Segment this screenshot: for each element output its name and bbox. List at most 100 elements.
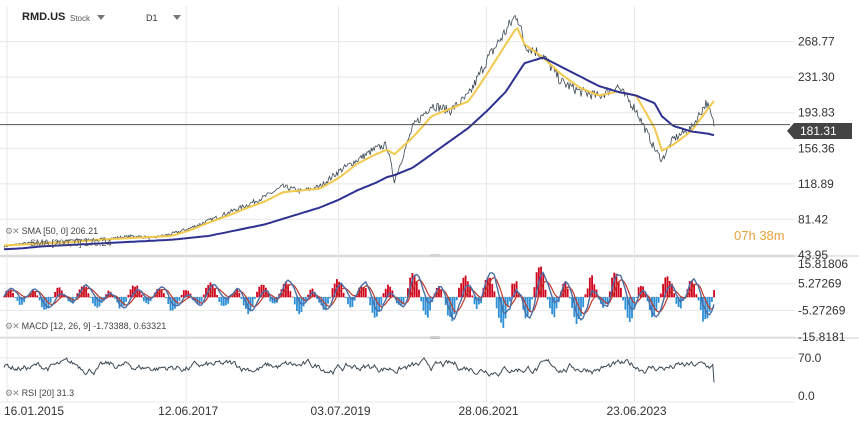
symbol-dropdown-icon[interactable] bbox=[97, 15, 105, 20]
macd-histogram-bar bbox=[473, 296, 476, 305]
macd-histogram-bar bbox=[329, 296, 332, 299]
macd-histogram-bar bbox=[651, 296, 653, 318]
macd-histogram-bar bbox=[69, 296, 72, 303]
macd-histogram-bar bbox=[20, 296, 23, 305]
macd-histogram-bar bbox=[156, 289, 159, 298]
macd-histogram-bar bbox=[544, 289, 547, 298]
macd-histogram-bar bbox=[617, 281, 620, 298]
macd-histogram-bar bbox=[14, 296, 17, 298]
y-tick-label: -15.8181 bbox=[798, 330, 846, 344]
macd-histogram-bar bbox=[158, 288, 161, 298]
y-tick-label: 0.0 bbox=[798, 389, 815, 403]
macd-histogram-bar bbox=[58, 287, 61, 298]
macd-histogram-bar bbox=[668, 280, 671, 298]
x-tick-label: 12.06.2017 bbox=[158, 404, 218, 418]
macd-histogram-bar bbox=[127, 294, 130, 298]
macd-histogram-bar bbox=[495, 296, 498, 309]
macd-histogram-bar bbox=[584, 294, 587, 298]
y-tick-label: 81.42 bbox=[798, 212, 828, 226]
macd-histogram-bar bbox=[697, 296, 700, 301]
macd-histogram-bar bbox=[213, 288, 216, 298]
macd-histogram-bar bbox=[165, 296, 167, 299]
macd-histogram-bar bbox=[209, 282, 212, 298]
sma-indicator-label[interactable]: ⚙✕ SMA [50, 0] 206.21 bbox=[5, 226, 98, 237]
macd-histogram-bar bbox=[344, 296, 347, 298]
x-tick-label: 03.07.2019 bbox=[311, 404, 371, 418]
settings-icon[interactable]: ⚙✕ bbox=[5, 321, 20, 331]
macd-indicator-label[interactable]: ⚙✕ MACD [12, 26, 9] -1.73388, 0.63321 bbox=[5, 321, 166, 332]
macd-histogram-bar bbox=[389, 286, 392, 298]
rsi-indicator-label[interactable]: ⚙✕ RSI [20] 31.3 bbox=[5, 388, 74, 399]
macd-histogram-bar bbox=[484, 279, 487, 298]
macd-histogram-bar bbox=[588, 277, 591, 298]
macd-histogram-bar bbox=[398, 296, 400, 305]
macd-histogram-bar bbox=[455, 296, 458, 301]
macd-histogram-bar bbox=[411, 272, 414, 298]
macd-histogram-bar bbox=[307, 294, 309, 298]
macd-histogram-bar bbox=[360, 286, 363, 298]
macd-histogram-bar bbox=[509, 296, 511, 302]
macd-histogram-bar bbox=[367, 296, 369, 298]
macd-histogram-bar bbox=[710, 296, 713, 302]
y-tick-label: 70.0 bbox=[798, 351, 822, 365]
macd-histogram-bar bbox=[462, 277, 465, 298]
macd-histogram-bar bbox=[304, 296, 307, 302]
x-tick-label: 16.01.2015 bbox=[4, 404, 64, 418]
macd-histogram-bar bbox=[351, 296, 354, 307]
y-tick-label: 268.77 bbox=[798, 35, 835, 49]
macd-histogram-bar bbox=[56, 287, 59, 298]
macd-histogram-bar bbox=[435, 288, 438, 298]
macd-histogram-bar bbox=[673, 293, 676, 298]
macd-histogram-bar bbox=[659, 293, 662, 298]
macd-histogram-bar bbox=[182, 290, 185, 298]
macd-histogram-bar bbox=[478, 296, 480, 305]
macd-histogram-bar bbox=[493, 291, 496, 298]
macd-histogram-bar bbox=[87, 293, 90, 298]
macd-histogram-bar bbox=[440, 289, 443, 298]
macd-histogram-bar bbox=[162, 293, 165, 298]
macd-histogram-bar bbox=[444, 296, 447, 306]
timeframe-dropdown-icon[interactable] bbox=[173, 15, 181, 20]
macd-histogram-bar bbox=[327, 296, 329, 304]
macd-histogram-bar bbox=[542, 273, 545, 298]
macd-histogram-bar bbox=[298, 296, 301, 315]
macd-histogram-bar bbox=[524, 296, 527, 319]
macd-histogram-bar bbox=[529, 296, 531, 312]
x-tick-label: 23.06.2023 bbox=[606, 404, 666, 418]
macd-histogram-bar bbox=[109, 291, 112, 298]
macd-histogram-bar bbox=[287, 284, 289, 298]
macd-histogram-bar bbox=[238, 292, 241, 298]
macd-histogram-bar bbox=[540, 266, 542, 298]
macd-histogram-bar bbox=[424, 296, 427, 315]
macd-histogram-bar bbox=[422, 296, 425, 311]
macd-histogram-bar bbox=[309, 289, 312, 298]
macd-histogram-bar bbox=[664, 277, 667, 298]
settings-icon[interactable]: ⚙✕ bbox=[5, 388, 20, 398]
macd-histogram-bar bbox=[639, 285, 642, 298]
settings-icon[interactable]: ⚙✕ bbox=[5, 226, 20, 236]
macd-histogram-bar bbox=[205, 287, 207, 298]
macd-histogram-bar bbox=[320, 296, 323, 306]
symbol-title[interactable]: RMD.US bbox=[22, 11, 66, 23]
macd-histogram-bar bbox=[125, 296, 128, 302]
macd-histogram-bar bbox=[180, 294, 183, 298]
macd-histogram-bar bbox=[253, 296, 256, 299]
macd-histogram-bar bbox=[74, 296, 76, 298]
macd-histogram-bar bbox=[407, 288, 409, 298]
macd-histogram-bar bbox=[322, 296, 325, 310]
macd-histogram-bar bbox=[271, 296, 274, 304]
macd-histogram-bar bbox=[45, 296, 48, 310]
macd-histogram-bar bbox=[123, 296, 125, 306]
macd-histogram-bar bbox=[289, 291, 292, 298]
timeframe-selector[interactable]: D1 bbox=[146, 13, 158, 23]
macd-histogram-bar bbox=[302, 296, 305, 307]
sma2-indicator-label[interactable]: SMA [200, 0] 170.24 bbox=[30, 238, 112, 248]
macd-histogram-bar bbox=[331, 288, 334, 298]
macd-histogram-bar bbox=[100, 296, 103, 304]
macd-histogram-bar bbox=[426, 296, 429, 318]
macd-histogram-bar bbox=[80, 286, 83, 298]
rsi-label-text: RSI [20] 31.3 bbox=[21, 388, 75, 398]
macd-histogram-bar bbox=[531, 296, 534, 300]
macd-histogram-bar bbox=[713, 290, 715, 298]
